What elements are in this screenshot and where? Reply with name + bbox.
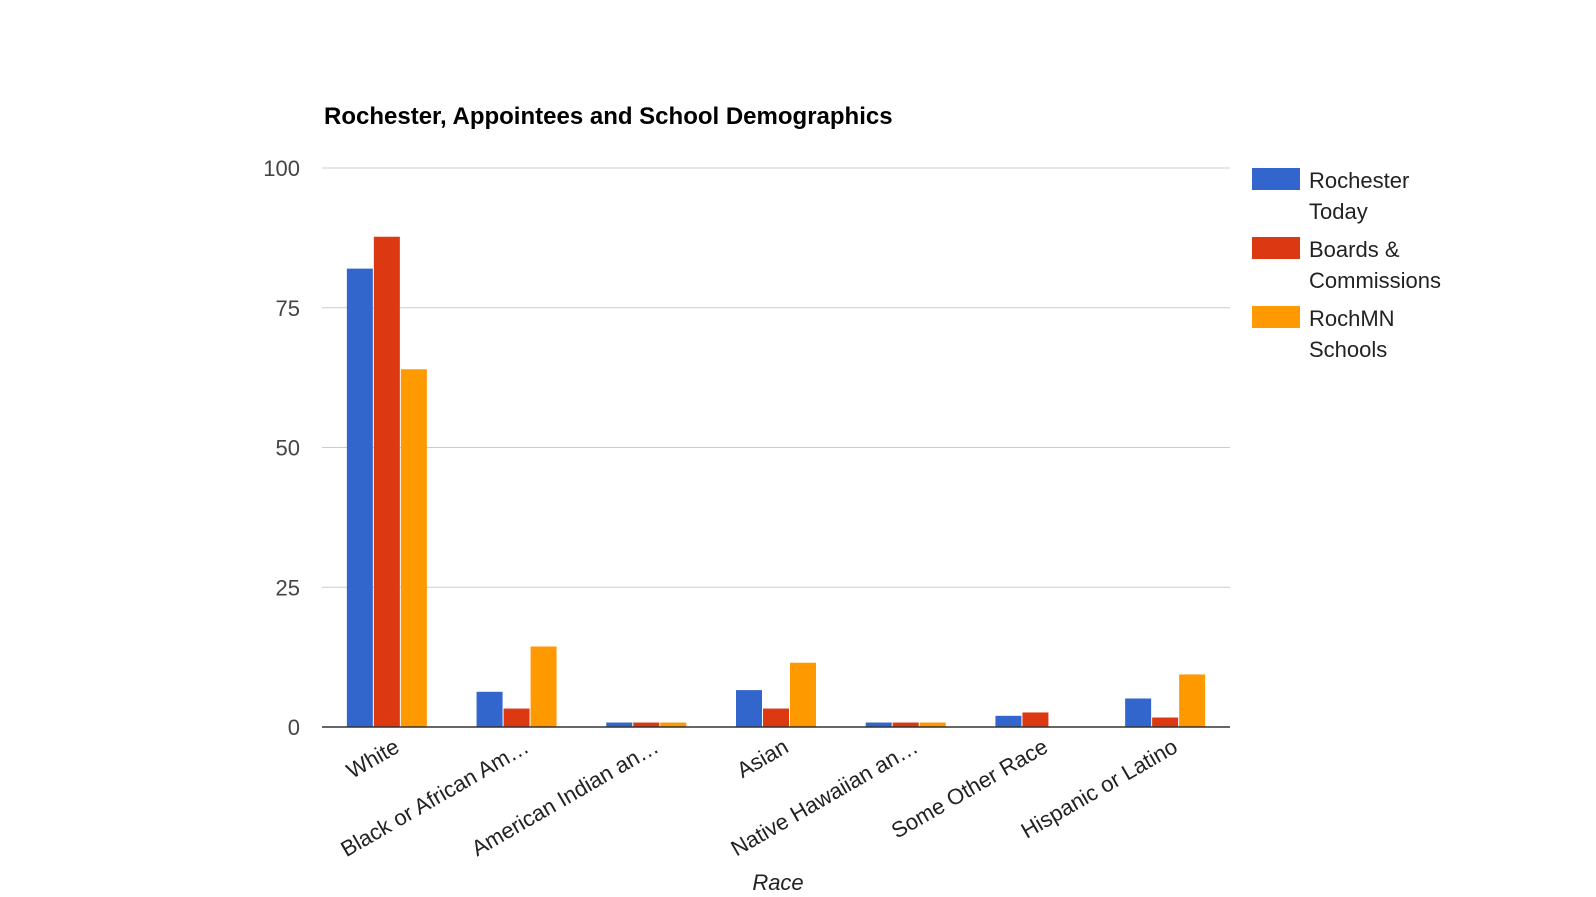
bar-rochester-today-1 [476, 691, 503, 727]
y-tick-label: 25 [276, 575, 300, 600]
bar-boards-commissions-4 [892, 722, 919, 727]
bar-boards-commissions-6 [1152, 717, 1179, 727]
bar-boards-commissions-0 [373, 236, 400, 727]
legend-swatch [1252, 306, 1300, 328]
legend: Rochester Today Boards & Commissions RochMN S… [1252, 168, 1441, 362]
bar-rochmn-schools-1 [530, 646, 557, 727]
bar-boards-commissions-3 [763, 708, 789, 727]
chart-title: Rochester, Appointees and School Demogra… [324, 103, 893, 130]
y-tick-label: 0 [288, 715, 300, 740]
bar-boards-commissions-2 [633, 722, 660, 727]
x-axis-label: Race [752, 870, 803, 892]
legend-label: RochMN Schools [1309, 306, 1395, 362]
bar-boards-commissions-1 [503, 708, 530, 727]
bars [346, 236, 1206, 727]
bar-rochmn-schools-2 [660, 722, 687, 727]
y-axis-ticks: 0 25 50 75 100 [263, 156, 300, 740]
bar-rochmn-schools-6 [1179, 674, 1206, 727]
y-tick-label: 75 [276, 296, 300, 321]
bar-rochester-today-0 [346, 268, 373, 727]
bar-rochester-today-6 [1125, 698, 1152, 727]
bar-boards-commissions-5 [1022, 712, 1049, 727]
bar-rochmn-schools-0 [400, 369, 427, 727]
y-tick-label: 100 [263, 156, 300, 181]
bar-rochester-today-5 [995, 715, 1022, 727]
bar-rochmn-schools-3 [790, 662, 816, 727]
legend-label: Boards & Commissions [1309, 237, 1441, 293]
legend-swatch [1252, 168, 1300, 190]
gridlines [322, 167, 1230, 588]
bar-rochester-today-2 [606, 722, 633, 727]
bar-rochester-today-4 [865, 722, 892, 727]
bar-rochester-today-3 [736, 690, 762, 727]
legend-label: Rochester Today [1309, 168, 1409, 224]
legend-swatch [1252, 237, 1300, 259]
y-tick-label: 50 [276, 436, 300, 461]
bar-rochmn-schools-4 [919, 722, 946, 727]
x-tick-label: White [342, 734, 403, 784]
x-tick-label: Asian [732, 734, 792, 783]
